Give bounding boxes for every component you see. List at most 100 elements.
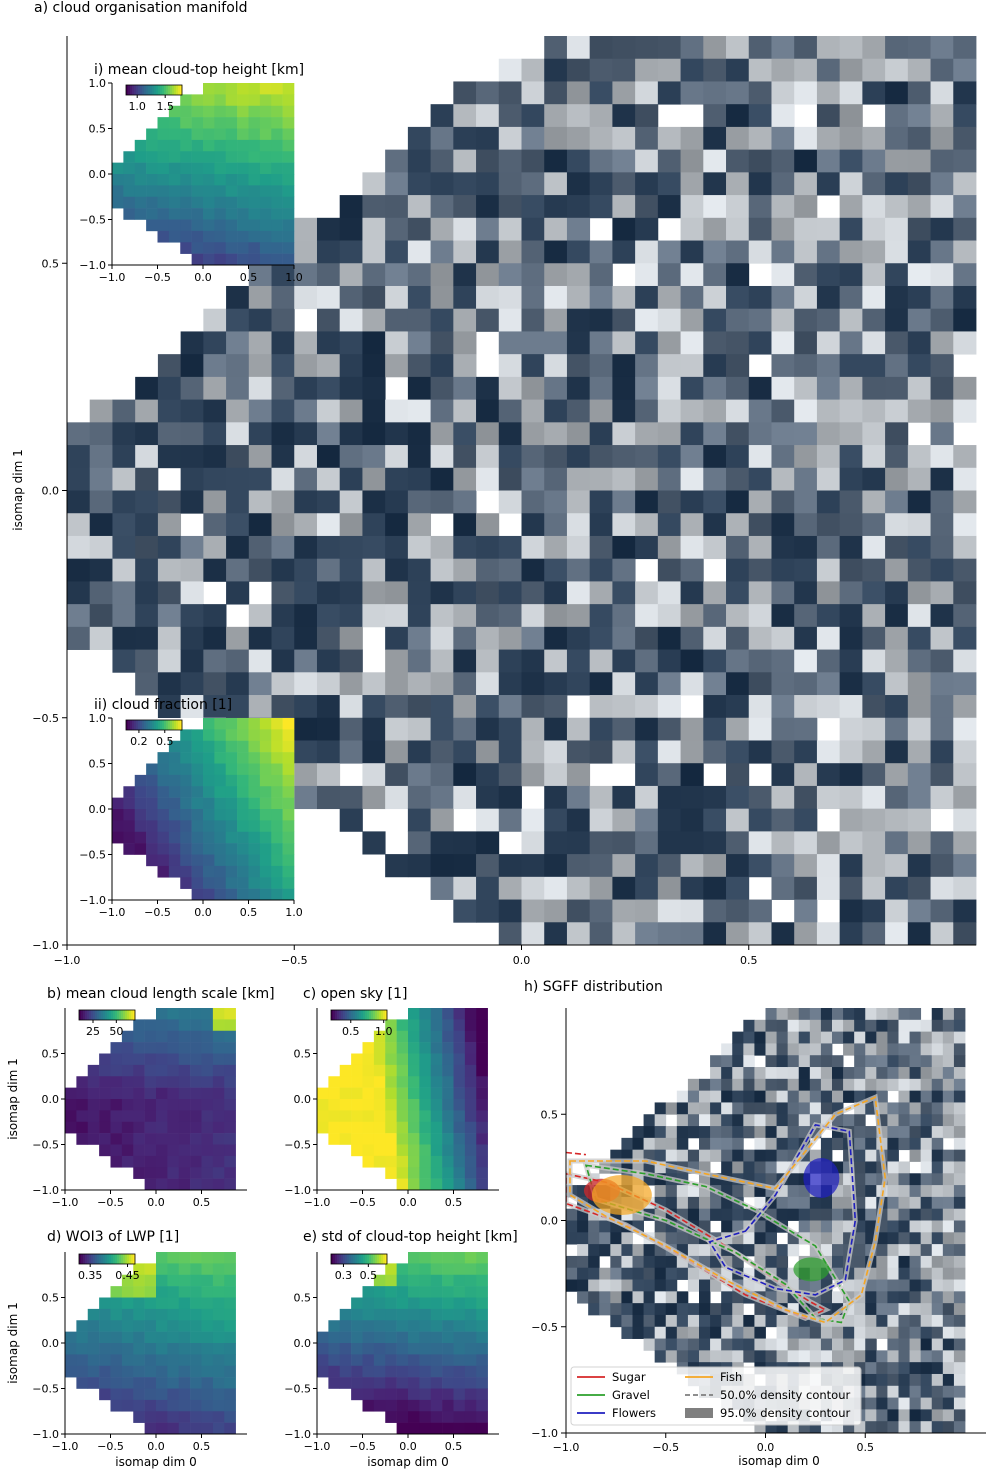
title-a: a) cloud organisation manifold: [34, 0, 248, 16]
panel-c-xtick-label: −1.0: [304, 1196, 331, 1209]
inset-ii-title: ii) cloud fraction [1]: [94, 697, 232, 713]
gravel-contour: [584, 1164, 851, 1324]
inset-i-xtick-label: −0.5: [144, 271, 171, 284]
panel-e-ytick-label: −0.5: [284, 1383, 311, 1396]
panel-b-ytick-label: −0.5: [32, 1139, 59, 1152]
inset-ii-xtick-label: 0.0: [194, 906, 212, 919]
h-xtick-label: 0.0: [757, 1441, 775, 1454]
panel-b-cloud-length-scale: −1.0 −0.5 0.0 0.5 −1.0 −0.5 0.0 0.5 b) mean clou…: [6, 986, 275, 1209]
panel-d-xlabel: isomap dim 0: [115, 1455, 197, 1469]
a-ytick-label: −1.0: [32, 939, 59, 952]
h-xlabel: isomap dim 0: [738, 1454, 820, 1468]
inset-ii-colorbar-label: 0.5: [156, 735, 174, 748]
inset-i-xtick-label: 1.0: [285, 271, 303, 284]
inset-i-xtick-label: −1.0: [99, 271, 126, 284]
panel-c-ytick-label: 0.5: [294, 1048, 312, 1061]
panel-a-manifold: a) cloud organisation manifold −1.0 −0.5 0…: [11, 0, 977, 967]
panel-d-ylabel: isomap dim 1: [6, 1302, 20, 1384]
legend-entry: 95.0% density contour: [720, 1406, 850, 1420]
a-xtick-label: −0.5: [281, 954, 308, 967]
panel-c-title: c) open sky [1]: [303, 986, 407, 1002]
inset-ii-ytick-label: 0.5: [89, 758, 107, 771]
panel-d-ytick-label: 0.0: [42, 1337, 60, 1350]
panel-e-xtick-label: −1.0: [304, 1440, 331, 1453]
panel-d-ytick-label: −0.5: [32, 1383, 59, 1396]
inset-i-ytick-label: 0.0: [89, 168, 107, 181]
panel-b-xtick-label: 0.0: [147, 1196, 165, 1209]
inset-ii-ytick-label: −0.5: [79, 849, 106, 862]
panel-c-ytick-label: 0.0: [294, 1093, 312, 1106]
flowers-contour: [708, 1124, 857, 1296]
panel-e-xtick-label: 0.5: [445, 1440, 463, 1453]
panel-b-xtick-label: −0.5: [97, 1196, 124, 1209]
inset-cloud-fraction: −1.0 −0.5 0.0 0.5 1.0−1.0−0.50.00.51.0ii) cl…: [79, 697, 302, 919]
inset-i-colorbar-label: 1.0: [128, 100, 146, 113]
inset-i-ytick-label: −1.0: [79, 259, 106, 272]
a-ytick-label: −0.5: [32, 712, 59, 725]
panel-b-xtick-label: −1.0: [52, 1196, 79, 1209]
h-xtick-label: 0.5: [857, 1441, 875, 1454]
a-xtick-label: 0.0: [513, 954, 531, 967]
inset-ii-xtick-label: −1.0: [99, 906, 126, 919]
inset-mean-cloud-top-height: −1.0 −0.5 0.0 0.5 1.0−1.0−0.50.00.51.0i) mea…: [79, 62, 304, 284]
legend: Sugar Gravel Flowers Fish 50.0% density cont…: [570, 1366, 862, 1426]
inset-ii-xtick-label: −0.5: [144, 906, 171, 919]
a-xtick-label: 0.5: [740, 954, 758, 967]
peak-flowers: [803, 1158, 840, 1198]
panel-e-ytick-label: −1.0: [284, 1428, 311, 1441]
panel-e-ytick-label: 0.5: [294, 1292, 312, 1305]
panel-c-open-sky: −1.0 −0.5 0.0 0.5 −1.0 −0.5 0.0 0.5 c) open sky …: [284, 986, 499, 1209]
panel-d-ytick-label: 0.5: [42, 1292, 60, 1305]
panel-d-ytick-label: −1.0: [32, 1428, 59, 1441]
panel-b-ylabel: isomap dim 1: [6, 1058, 20, 1140]
panel-b-ytick-label: −1.0: [32, 1184, 59, 1197]
legend-entry: Fish: [720, 1370, 742, 1384]
panel-e-title: e) std of cloud-top height [km]: [303, 1229, 518, 1245]
manifold-tiles: [67, 36, 977, 946]
h-xtick-label: −0.5: [652, 1441, 679, 1454]
panel-b-xtick-label: 0.5: [193, 1196, 211, 1209]
inset-i-xtick-label: 0.5: [240, 271, 258, 284]
panel-b-ytick-label: 0.0: [42, 1093, 60, 1106]
sgff-contours: [566, 1093, 888, 1326]
inset-ii-colorbar-label: 0.2: [130, 735, 148, 748]
a-ytick-label: 0.0: [42, 485, 60, 498]
panel-d-woi3-lwp: −1.0 −0.5 0.0 0.5 −1.0 −0.5 0.0 0.5 d) WOI3 of L…: [6, 1229, 247, 1469]
panel-d-xtick-label: −1.0: [52, 1440, 79, 1453]
panel-d-xtick-label: −0.5: [97, 1440, 124, 1453]
panel-h-sgff-distribution: h) SGFF distribution −1.0−1.0 −0.5 −0.5 0.0…: [524, 979, 986, 1468]
panel-b-colorbar-label: 25: [86, 1025, 100, 1038]
peak-gravel: [793, 1257, 830, 1282]
panel-b-title: b) mean cloud length scale [km]: [47, 986, 275, 1002]
panel-c-ytick-label: −1.0: [284, 1184, 311, 1197]
panel-c-xtick-label: −0.5: [349, 1196, 376, 1209]
legend-entry: Gravel: [612, 1388, 650, 1402]
panel-c-colorbar-label: 0.5: [342, 1025, 360, 1038]
h-ytick-label: 0.5: [541, 1108, 559, 1121]
h-ytick-label: −0.5: [531, 1321, 558, 1334]
panel-d-colorbar-label: 0.45: [115, 1269, 140, 1282]
panel-d-colorbar-label: 0.35: [78, 1269, 103, 1282]
inset-ii-xtick-label: 1.0: [285, 906, 303, 919]
inset-ii-ytick-label: −1.0: [79, 894, 106, 907]
inset-ii-xtick-label: 0.5: [240, 906, 258, 919]
peak-fish: [591, 1175, 652, 1215]
panel-e-xlabel: isomap dim 0: [367, 1455, 449, 1469]
panel-c-xtick-label: 0.5: [445, 1196, 463, 1209]
inset-i-xtick-label: 0.0: [194, 271, 212, 284]
panel-e-xtick-label: 0.0: [399, 1440, 417, 1453]
inset-i-title: i) mean cloud-top height [km]: [94, 62, 304, 78]
panel-b-colorbar-label: 50: [109, 1025, 123, 1038]
panel-d-xtick-label: 0.0: [147, 1440, 165, 1453]
h-ytick-label: 0.0: [541, 1215, 559, 1228]
title-h: h) SGFF distribution: [524, 979, 663, 995]
legend-entry: Flowers: [612, 1406, 656, 1420]
h-xtick-label: −1.0: [553, 1441, 580, 1454]
panel-d-title: d) WOI3 of LWP [1]: [47, 1229, 179, 1245]
fish-contour: [569, 1096, 887, 1324]
legend-entry: 50.0% density contour: [720, 1388, 850, 1402]
panel-d-xtick-label: 0.5: [193, 1440, 211, 1453]
panel-e-colorbar-label: 0.5: [360, 1269, 378, 1282]
legend-entry: Sugar: [612, 1370, 646, 1384]
